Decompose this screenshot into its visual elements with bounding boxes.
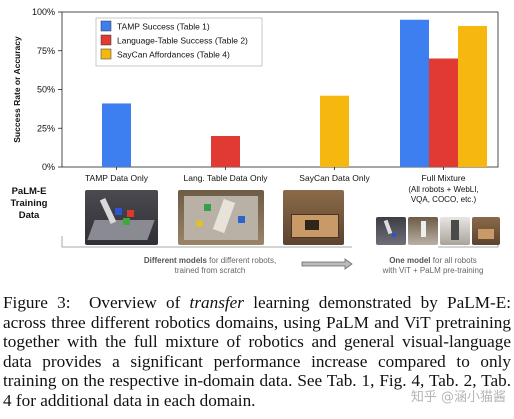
one-model-note: One model for all robots with ViT + PaLM…	[382, 256, 484, 275]
training-data-label: PaLM-E Training Data	[10, 186, 48, 221]
legend-swatch	[100, 20, 112, 32]
legend-label: TAMP Success (Table 1)	[117, 22, 210, 32]
legend-label: Language-Table Success (Table 2)	[117, 36, 248, 46]
legend-swatch	[100, 48, 112, 60]
x-tick-sublabel: (All robots + WebLI,	[408, 185, 478, 194]
bar-3-series-3	[320, 95, 349, 167]
arrow-icon	[301, 258, 353, 270]
language-table-robot-image	[178, 190, 264, 245]
y-tick-label: 0%	[42, 162, 55, 172]
x-tick-label: TAMP Data Only	[85, 173, 149, 183]
bar-4-series-2	[429, 58, 458, 167]
watermark: 知乎 @涵小猫酱	[410, 390, 506, 405]
x-tick-sublabel: VQA, COCO, etc.)	[411, 195, 477, 204]
legend-swatch	[100, 34, 112, 46]
saycan-robot-image	[283, 190, 344, 245]
full-mixture-robot-image-1	[376, 217, 406, 245]
y-tick-label: 25%	[37, 123, 55, 133]
legend-label: SayCan Affordances (Table 4)	[117, 50, 230, 60]
y-tick-label: 50%	[37, 85, 55, 95]
bar-4-series-3	[458, 25, 487, 168]
y-tick-label: 75%	[37, 46, 55, 56]
x-tick-label: Lang. Table Data Only	[184, 173, 269, 183]
x-tick-label: SayCan Data Only	[299, 173, 370, 183]
x-tick-label: Full Mixture	[422, 173, 466, 183]
y-axis-label: Success Rate or Accuracy	[12, 36, 22, 143]
figure-caption: Figure 3: Overview of transfer learning …	[3, 293, 512, 410]
bar-2-series-2	[211, 136, 240, 167]
legend-box	[95, 17, 263, 67]
bar-1-series-1	[102, 103, 131, 167]
full-mixture-robot-image-2	[408, 217, 438, 245]
y-tick-label: 100%	[32, 7, 55, 17]
full-mixture-robot-image-4	[472, 217, 500, 245]
different-models-note: Different models for different robots, t…	[143, 256, 277, 275]
tamp-robot-image	[85, 190, 158, 245]
bar-chart: 0%25%50%75%100%Success Rate or Accuracy …	[12, 7, 499, 270]
bar-4-series-1	[400, 19, 429, 167]
full-mixture-robot-image-3	[440, 217, 470, 245]
